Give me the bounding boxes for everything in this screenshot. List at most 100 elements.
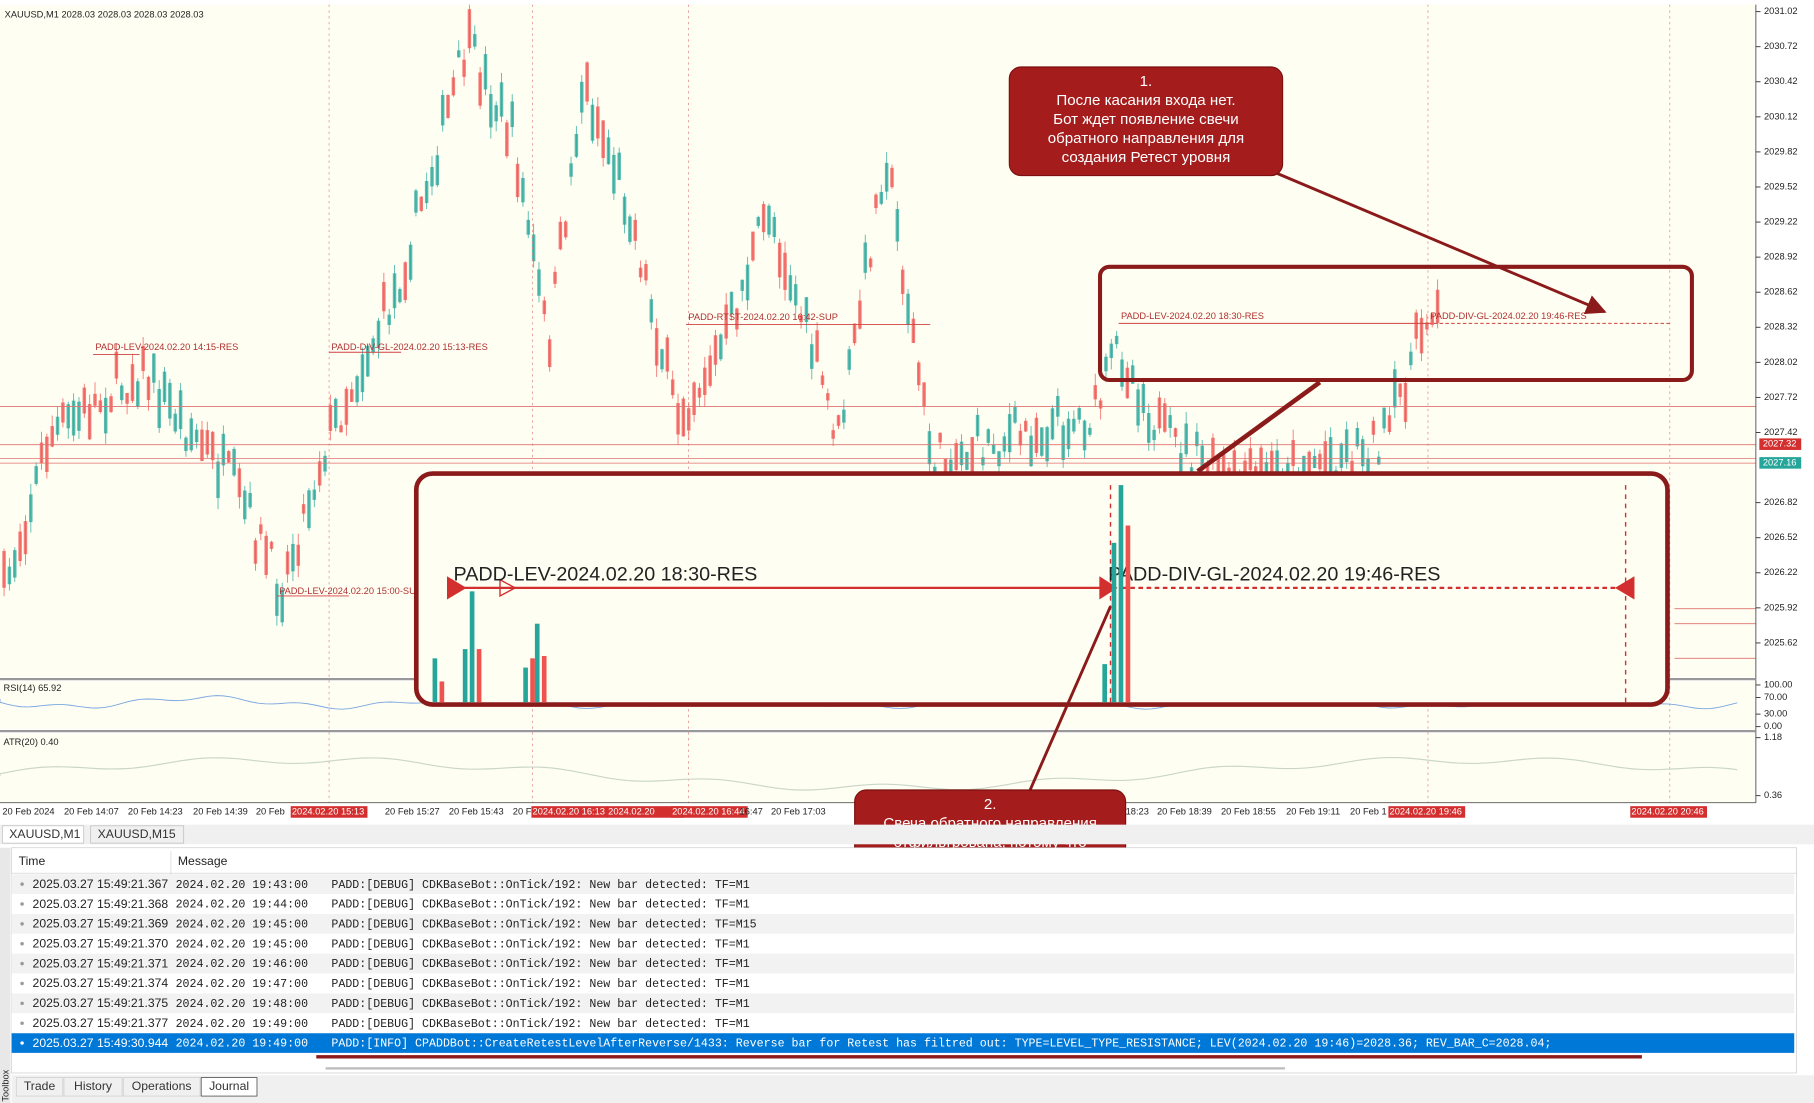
bottom-tab[interactable]	[122, 1077, 201, 1097]
candle-body	[1023, 420, 1028, 432]
toolbox-label: Toolbox	[0, 1069, 10, 1101]
candle-body	[45, 436, 49, 472]
candle-body	[1061, 425, 1065, 460]
journal-row[interactable]	[11, 894, 1795, 914]
candle-body	[125, 392, 129, 404]
candle-body	[162, 371, 167, 403]
highlight-box	[1097, 264, 1694, 383]
candle-body	[991, 444, 996, 454]
candle-body	[494, 105, 498, 122]
row-date: 2024.02.20 19:45:00	[176, 938, 309, 951]
tab-bar	[0, 824, 1814, 845]
candle-body	[563, 221, 568, 238]
candle-body	[317, 461, 322, 486]
row-time: 2025.03.27 15:49:21.371	[33, 956, 169, 970]
candle-body	[692, 382, 696, 415]
candle-body	[1130, 365, 1135, 384]
price-tick-label: 2027.72	[1764, 392, 1798, 402]
time-highlight	[606, 806, 684, 818]
candle-body	[7, 566, 12, 585]
candle-body	[638, 267, 643, 278]
candle-body	[938, 432, 942, 443]
candle-body	[617, 152, 621, 180]
candle-body	[1414, 312, 1418, 339]
journal-row[interactable]	[11, 953, 1795, 974]
candle-body	[1173, 428, 1178, 437]
candle-body	[836, 415, 841, 426]
candle-body	[1168, 415, 1172, 428]
journal-row[interactable]	[11, 1033, 1795, 1053]
journal-row[interactable]	[11, 874, 1795, 894]
journal-row[interactable]	[11, 914, 1795, 934]
journal-row[interactable]	[11, 993, 1795, 1014]
chart-tab[interactable]	[1, 825, 85, 844]
price-tick-label: 2029.22	[1764, 217, 1798, 227]
candle-body	[863, 242, 867, 273]
candle-body	[216, 461, 220, 499]
price-tick-label: 2026.82	[1764, 497, 1798, 507]
candle-body	[23, 521, 28, 555]
candle-body	[136, 381, 140, 407]
candle-body	[761, 204, 766, 233]
zoom-candle	[530, 658, 535, 703]
callout-text: 2.	[984, 796, 997, 813]
bottom-tab[interactable]	[200, 1077, 258, 1097]
candle-body	[793, 284, 798, 306]
candle-body	[542, 300, 547, 315]
row-time: 2025.03.27 15:49:21.367	[33, 877, 169, 891]
candle-body	[264, 535, 268, 575]
candle-body	[1141, 383, 1146, 414]
time-label: 2024.02.20 20:46	[1631, 806, 1703, 816]
row-icon	[20, 902, 24, 906]
candle-body	[1350, 460, 1354, 473]
row-time: 2025.03.27 15:49:30.944	[33, 1036, 169, 1050]
price-tick-label: 2028.32	[1764, 322, 1798, 332]
price-tick-label: 2025.62	[1764, 637, 1798, 647]
candle-body	[489, 94, 493, 128]
candle-body	[243, 490, 247, 520]
candle-body	[1136, 389, 1140, 426]
candle-body	[1377, 456, 1381, 465]
price-tick-label: 2028.02	[1764, 357, 1798, 367]
bottom-tab[interactable]	[15, 1077, 64, 1097]
candles	[2, 4, 1440, 627]
candle-body	[1040, 427, 1044, 456]
candle-body	[660, 349, 664, 370]
price-marker	[1759, 457, 1802, 469]
candle-body	[831, 430, 835, 439]
price-tick-label: 2029.82	[1764, 146, 1798, 156]
candle-body	[708, 355, 712, 386]
row-date: 2024.02.20 19:46:00	[176, 958, 309, 971]
candle-body	[77, 401, 81, 431]
zoom-arrowhead	[1099, 576, 1118, 600]
candle-body	[1147, 413, 1151, 443]
candle-body	[1114, 335, 1119, 345]
candle-body	[259, 524, 263, 534]
bottom-tab-label: Operations	[132, 1079, 192, 1093]
candle-body	[1082, 420, 1087, 451]
atr-tick-label: 1.18	[1764, 732, 1782, 742]
candle-body	[1328, 437, 1333, 474]
candle-body	[350, 389, 354, 402]
candle-body	[1077, 408, 1081, 420]
candle-body	[515, 163, 520, 198]
bottom-tab[interactable]	[63, 1077, 123, 1097]
journal-row[interactable]	[11, 973, 1795, 994]
candle-body	[1232, 450, 1237, 484]
candle-body	[103, 397, 108, 434]
price-axis	[1755, 4, 1814, 803]
candle-body	[633, 219, 637, 241]
candle-body	[724, 304, 728, 339]
candle-body	[911, 318, 916, 343]
row-time: 2025.03.27 15:49:21.377	[33, 1016, 169, 1030]
candle-body	[13, 550, 17, 578]
chart-tab[interactable]	[90, 825, 185, 844]
row-icon	[20, 1041, 24, 1045]
candle-body	[1323, 441, 1328, 475]
journal-row[interactable]	[11, 1013, 1795, 1034]
journal-row[interactable]	[11, 933, 1795, 954]
candle-body	[82, 387, 87, 414]
candle-body	[1291, 440, 1295, 466]
